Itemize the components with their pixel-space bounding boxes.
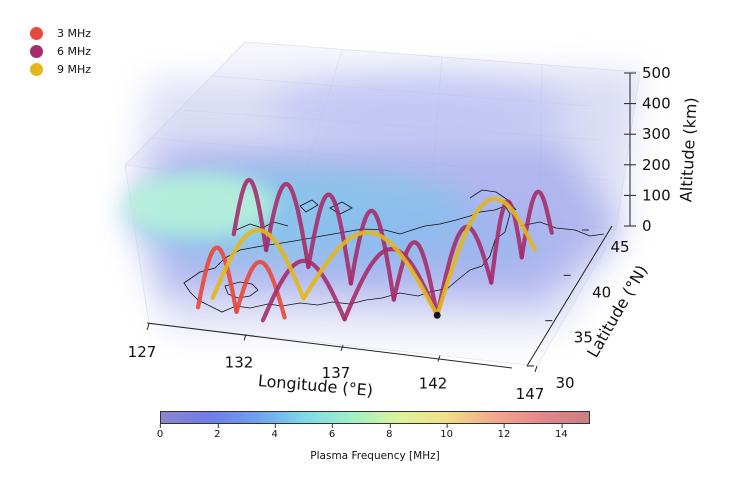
legend-item: 9 MHz: [30, 60, 91, 78]
colorbar-tick-label: 14: [554, 429, 568, 440]
z-tick-label: 300: [642, 125, 671, 143]
ray-hop-9mhz: [210, 227, 306, 301]
colorbar-tick: 8: [386, 424, 393, 440]
z-tick-label: 100: [642, 186, 671, 204]
colorbar-tick: 2: [214, 424, 221, 440]
colorbar-label: Plasma Frequency [MHz]: [310, 450, 440, 462]
y-tick-label: 30: [555, 374, 574, 392]
ray-hop-3mhz: [195, 245, 239, 314]
x-tick-label: 127: [128, 343, 157, 361]
x-tick-mark: [340, 344, 344, 352]
axis-lines: [146, 73, 631, 369]
colorbar-tick-label: 0: [156, 429, 164, 440]
colorbar-tick: 0: [157, 424, 163, 440]
z-axis-ticks: 0 100 200 300 400 500: [624, 64, 671, 235]
z-axis-label: Altitude (km): [676, 97, 700, 203]
ray-hop-6mhz: [391, 240, 440, 318]
ray-hop-6mhz: [348, 208, 396, 302]
z-tick-label: 200: [642, 156, 671, 174]
ray-hop-9mhz: [435, 196, 537, 318]
colorbar-tick-label: 2: [214, 429, 221, 440]
y-tick-label: 40: [592, 283, 611, 301]
colorbar-tick-label: 10: [440, 429, 454, 440]
ray-hop-6mhz: [435, 224, 494, 318]
ray-hop-9mhz: [301, 230, 440, 318]
legend-dot-3mhz: [30, 26, 43, 40]
x-tick-mark: [146, 323, 150, 331]
ray-hop-6mhz: [519, 189, 554, 260]
y-tick-label: 35: [574, 329, 593, 347]
legend-item: 6 MHz: [30, 42, 91, 60]
x-tick-label: 147: [516, 385, 545, 403]
y-axis-ticks: 30 35 40 45: [527, 229, 630, 392]
legend-dot-9mhz: [30, 62, 43, 76]
z-tick-label: 0: [642, 217, 652, 235]
colorbar-tick-label: 8: [386, 429, 393, 440]
colorbar-tick: 10: [440, 424, 453, 440]
x-tick-mark: [243, 334, 247, 341]
legend-label-6mhz: 6 MHz: [57, 44, 92, 58]
colorbar-tick-label: 6: [328, 429, 336, 440]
x-tick-label: 142: [419, 375, 448, 393]
ray-paths: [195, 177, 554, 323]
colorbar-tick: 6: [329, 424, 335, 440]
legend-dot-6mhz: [30, 44, 43, 58]
x-axis-ticks: 127 132 137 142 147: [128, 323, 545, 403]
y-tick-label: 45: [610, 238, 629, 256]
colorbar-tick-label: 4: [271, 429, 278, 440]
x-axis-label: Longitude (°E): [257, 371, 373, 400]
ray-hop-6mhz: [260, 258, 347, 323]
x-tick-mark: [534, 365, 538, 373]
ray-hop-6mhz: [306, 192, 353, 286]
x-tick-label: 137: [322, 364, 351, 382]
legend-item: 3 MHz: [30, 24, 91, 42]
ray-hop-6mhz: [264, 182, 311, 269]
colorbar-ticks: 0 2 4 6 8 10 12 14: [157, 424, 590, 446]
ray-hop-6mhz: [342, 246, 440, 322]
colorbar-tick: 14: [555, 424, 568, 440]
colorbar: [160, 411, 590, 424]
z-tick-label: 500: [642, 64, 671, 82]
colorbar-tick: 12: [497, 424, 511, 440]
colorbar-tick-label: 12: [497, 429, 511, 440]
colorbar-tick: 4: [271, 424, 278, 440]
ray-hop-6mhz: [231, 177, 269, 253]
transmitter-marker: [433, 311, 441, 319]
z-tick-label: 400: [642, 95, 671, 113]
x-tick-label: 132: [225, 354, 254, 372]
x-tick-mark: [437, 355, 441, 362]
legend-label-9mhz: 9 MHz: [57, 62, 92, 76]
legend: 3 MHz 6 MHz 9 MHz: [30, 24, 91, 78]
legend-label-3mhz: 3 MHz: [57, 26, 92, 40]
